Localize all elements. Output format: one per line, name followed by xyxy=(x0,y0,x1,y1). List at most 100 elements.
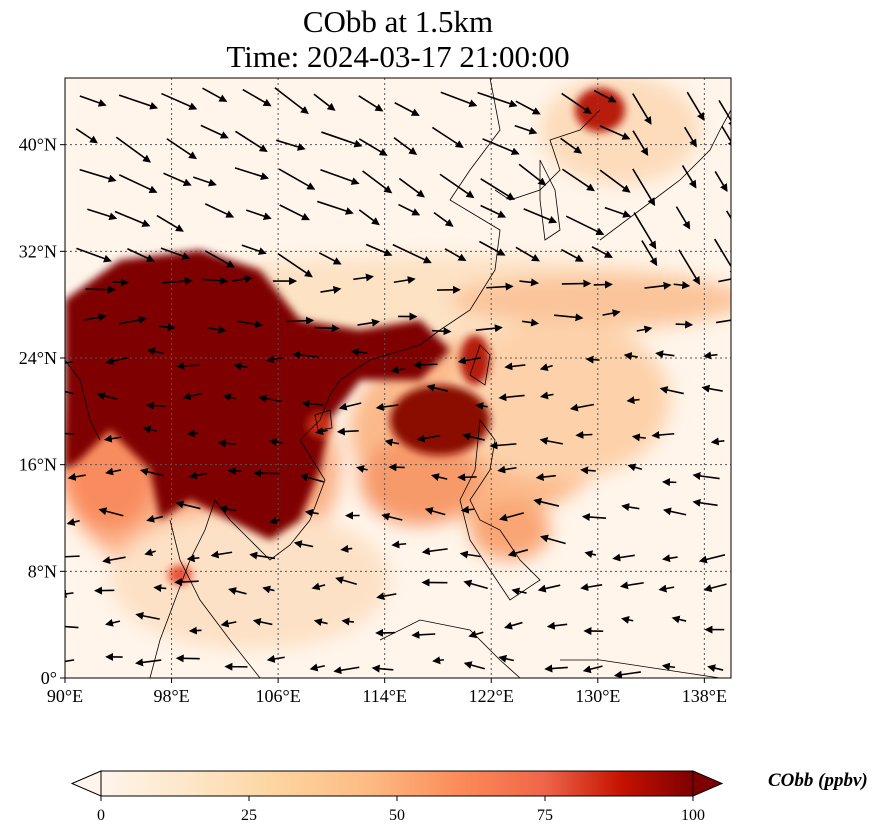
wind-arrow xyxy=(192,176,217,187)
wind-arrow xyxy=(394,102,420,116)
wind-arrow xyxy=(336,427,359,436)
wind-arrow xyxy=(266,654,285,663)
wind-arrow xyxy=(593,280,613,289)
wind-arrow xyxy=(707,664,724,673)
wind-arrow xyxy=(633,212,657,250)
wind-arrow xyxy=(393,137,418,155)
wind-arrow xyxy=(444,248,467,262)
wind-arrow xyxy=(580,466,596,475)
wind-arrow xyxy=(161,92,198,110)
wind-arrow xyxy=(460,505,475,514)
wind-arrow xyxy=(313,93,336,111)
wind-arrow xyxy=(276,139,306,151)
wind-arrow xyxy=(659,386,684,395)
wind-arrow xyxy=(581,513,607,522)
wind-arrow xyxy=(66,518,80,526)
wind-arrow xyxy=(242,88,272,107)
wind-arrow xyxy=(156,214,184,232)
wind-arrow xyxy=(683,126,697,148)
wind-arrow xyxy=(421,547,448,556)
wind-arrow xyxy=(604,206,632,218)
wind-arrow xyxy=(268,516,281,525)
wind-arrow xyxy=(432,656,445,665)
concentration-field xyxy=(65,78,731,678)
wind-arrow xyxy=(158,323,176,332)
wind-arrow xyxy=(511,587,527,596)
title-line-1: CObb at 1.5km xyxy=(302,4,494,39)
wind-arrow xyxy=(202,87,228,102)
wind-arrow xyxy=(462,432,485,441)
colorbar-tick-label: 100 xyxy=(681,807,705,824)
colorbar-extend-high xyxy=(692,770,724,797)
wind-arrow xyxy=(477,91,518,108)
wind-arrow xyxy=(613,670,641,678)
wind-arrow xyxy=(431,126,464,149)
wind-arrow xyxy=(371,664,394,673)
wind-arrow xyxy=(162,277,193,286)
wind-arrow xyxy=(333,666,360,675)
wind-arrow xyxy=(358,138,388,156)
wind-arrow xyxy=(584,550,597,559)
wind-vectors xyxy=(65,87,731,678)
wind-arrow xyxy=(268,438,283,446)
wind-arrow xyxy=(580,583,603,592)
coast-korea xyxy=(539,159,561,241)
wind-arrow xyxy=(76,247,112,263)
wind-arrow xyxy=(498,393,525,402)
wind-arrow xyxy=(703,583,727,593)
wind-arrow xyxy=(278,168,316,190)
coast-south xyxy=(560,659,721,678)
wind-arrow xyxy=(575,430,593,439)
wind-arrow xyxy=(292,350,319,359)
wind-arrow xyxy=(301,399,324,408)
wind-arrow xyxy=(201,276,229,285)
wind-arrow xyxy=(426,383,448,392)
lon-tick-label: 106°E xyxy=(256,686,301,706)
wind-arrow xyxy=(430,473,448,481)
lon-tick-label: 138°E xyxy=(682,686,727,706)
wind-arrow xyxy=(661,554,678,563)
wind-arrow xyxy=(714,171,728,193)
wind-arrow xyxy=(621,615,634,624)
wind-arrow xyxy=(499,512,524,522)
wind-arrow xyxy=(475,324,503,333)
wind-arrow xyxy=(335,576,357,586)
wind-arrow xyxy=(320,285,342,294)
wind-arrow xyxy=(560,248,584,262)
wind-arrow xyxy=(391,540,407,549)
wind-arrow xyxy=(135,658,162,667)
wind-arrow xyxy=(218,505,236,513)
wind-arrow xyxy=(98,507,124,517)
wind-arrow xyxy=(540,534,566,545)
wind-arrow xyxy=(544,664,568,673)
wind-arrow xyxy=(279,204,310,221)
wind-arrow xyxy=(721,125,731,149)
title-line-2: Time: 2024-03-17 21:00:00 xyxy=(226,39,570,74)
wind-arrow xyxy=(479,240,506,256)
wind-arrow xyxy=(65,432,74,435)
wind-arrow xyxy=(79,95,107,107)
wind-arrow xyxy=(569,403,595,412)
wind-arrow xyxy=(593,89,617,103)
wind-arrow xyxy=(718,100,731,129)
lat-tick-label: 0° xyxy=(41,668,57,688)
wind-arrow xyxy=(118,94,159,110)
wind-arrow xyxy=(515,246,540,262)
wind-arrow xyxy=(537,584,561,593)
wind-arrow xyxy=(636,325,653,334)
coast-taiwan xyxy=(469,344,491,386)
wind-arrow xyxy=(79,168,117,183)
colorbar-tick-label: 75 xyxy=(537,807,553,824)
lat-tick-label: 40°N xyxy=(19,135,57,155)
wind-arrow xyxy=(186,554,200,563)
wind-arrow xyxy=(105,618,121,627)
wind-arrow xyxy=(362,170,393,194)
wind-arrow xyxy=(65,555,80,558)
wind-arrow xyxy=(65,659,75,663)
wind-arrow xyxy=(65,390,74,395)
lat-tick-label: 24°N xyxy=(19,348,57,368)
wind-arrow xyxy=(83,313,107,322)
wind-arrow xyxy=(561,168,595,192)
wind-arrow xyxy=(632,130,649,157)
wind-arrow xyxy=(463,579,488,590)
